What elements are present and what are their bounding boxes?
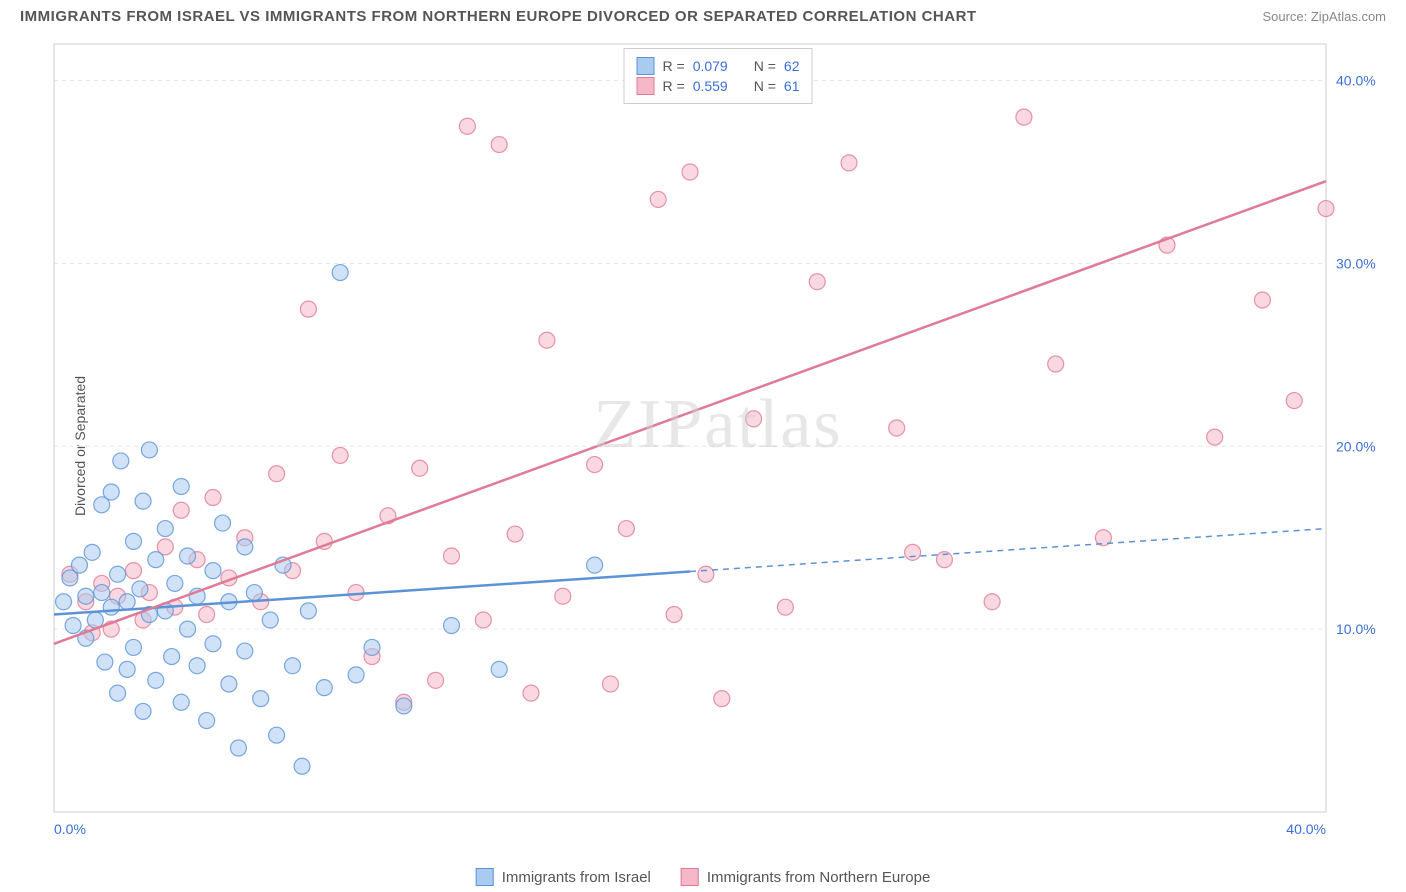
- legend-item-israel: Immigrants from Israel: [476, 868, 651, 886]
- svg-text:40.0%: 40.0%: [1286, 821, 1326, 837]
- r-label: R =: [663, 78, 685, 94]
- swatch-israel: [637, 57, 655, 75]
- scatter-plot: 10.0% 20.0% 30.0% 40.0% 0.0% 40.0%: [50, 40, 1386, 842]
- n-value-neurope: 61: [784, 78, 800, 94]
- source-label: Source: ZipAtlas.com: [1262, 9, 1386, 24]
- chart-title: IMMIGRANTS FROM ISRAEL VS IMMIGRANTS FRO…: [20, 8, 977, 25]
- correlation-legend: R = 0.079 N = 62 R = 0.559 N = 61: [624, 48, 813, 104]
- n-label: N =: [754, 78, 776, 94]
- r-value-neurope: 0.559: [693, 78, 728, 94]
- series-label-neurope: Immigrants from Northern Europe: [707, 869, 930, 886]
- swatch-israel-icon: [476, 868, 494, 886]
- svg-text:0.0%: 0.0%: [54, 821, 86, 837]
- swatch-neurope: [637, 77, 655, 95]
- legend-item-neurope: Immigrants from Northern Europe: [681, 868, 930, 886]
- swatch-neurope-icon: [681, 868, 699, 886]
- r-label: R =: [663, 58, 685, 74]
- r-value-israel: 0.079: [693, 58, 728, 74]
- svg-text:20.0%: 20.0%: [1336, 438, 1376, 454]
- legend-row-neurope: R = 0.559 N = 61: [637, 77, 800, 95]
- svg-text:30.0%: 30.0%: [1336, 255, 1376, 271]
- svg-text:10.0%: 10.0%: [1336, 621, 1376, 637]
- svg-text:40.0%: 40.0%: [1336, 73, 1376, 89]
- n-value-israel: 62: [784, 58, 800, 74]
- chart-container: 10.0%20.0%30.0%40.0%0.0%40.0% ZIPatlas R…: [50, 40, 1386, 842]
- series-legend: Immigrants from Israel Immigrants from N…: [476, 868, 931, 886]
- series-label-israel: Immigrants from Israel: [502, 869, 651, 886]
- n-label: N =: [754, 58, 776, 74]
- legend-row-israel: R = 0.079 N = 62: [637, 57, 800, 75]
